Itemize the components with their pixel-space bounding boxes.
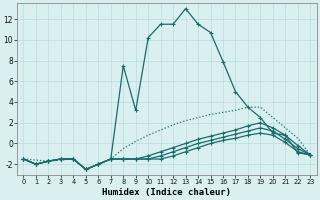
X-axis label: Humidex (Indice chaleur): Humidex (Indice chaleur) (102, 188, 231, 197)
